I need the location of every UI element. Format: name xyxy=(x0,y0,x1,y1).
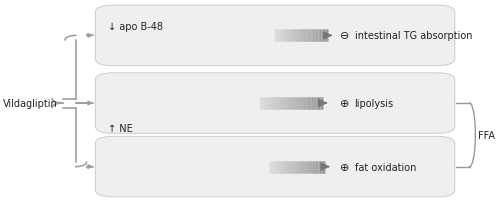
FancyBboxPatch shape xyxy=(96,6,455,66)
Text: Vildagliptin: Vildagliptin xyxy=(2,99,57,109)
Text: fat oxidation: fat oxidation xyxy=(354,162,416,172)
Text: intestinal TG absorption: intestinal TG absorption xyxy=(354,31,472,41)
Text: ↑ NE: ↑ NE xyxy=(108,124,132,133)
Text: FFA: FFA xyxy=(478,130,496,140)
Text: ⊕: ⊕ xyxy=(340,162,349,172)
FancyBboxPatch shape xyxy=(96,137,455,197)
Text: ↓ apo B-48: ↓ apo B-48 xyxy=(108,22,162,32)
Text: lipolysis: lipolysis xyxy=(354,99,394,109)
FancyBboxPatch shape xyxy=(96,73,455,134)
Text: ⊕: ⊕ xyxy=(340,99,349,109)
Text: ⊖: ⊖ xyxy=(340,31,349,41)
